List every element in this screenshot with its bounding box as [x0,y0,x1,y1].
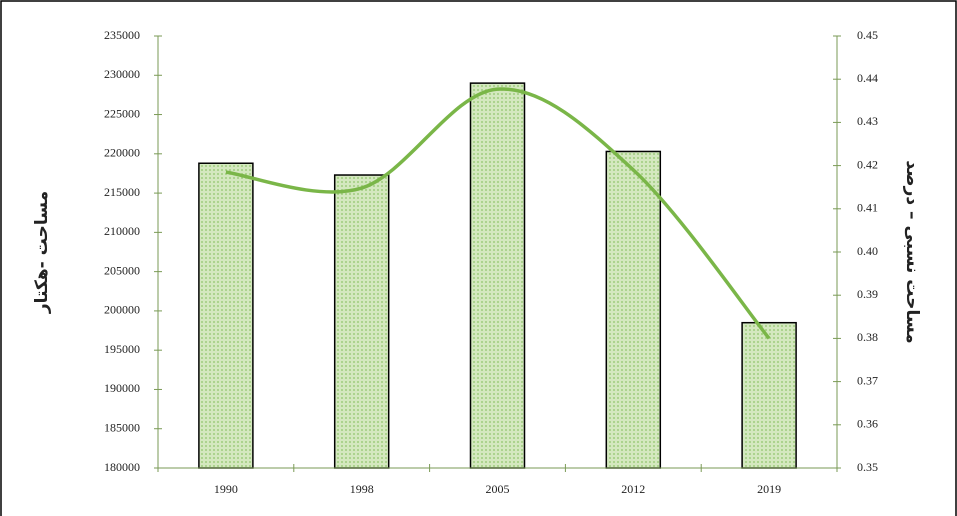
y-tick-label: 190000 [104,381,140,395]
y2-tick-label: 0.39 [857,287,878,301]
bar [198,162,254,469]
y-tick-label: 215000 [104,185,140,199]
y-tick-label: 210000 [104,224,140,238]
y-tick-label: 185000 [104,420,140,434]
x-tick-label: 1990 [214,482,238,496]
line [225,87,771,340]
x-tick-label: 1998 [350,482,374,496]
x-tick-label: 2012 [621,482,645,496]
y-tick-label: 230000 [104,67,140,81]
y2-tick-label: 0.35 [857,460,878,474]
y2-tick-label: 0.45 [857,28,878,42]
y2-tick-label: 0.40 [857,244,878,258]
bar [469,82,526,469]
x-tick-label: 2005 [486,482,510,496]
bar [333,174,390,469]
y-axis-label: مساحت -هکتار [32,191,52,314]
x-tick-label: 2019 [757,482,781,496]
y2-axis-label: مساحت نسبی – درصد [902,160,922,343]
y2-tick-label: 0.37 [857,373,878,387]
y-tick-label: 225000 [104,106,140,120]
y2-tick-label: 0.36 [857,417,878,431]
y2-tick-label: 0.43 [857,114,878,128]
y2-tick-label: 0.41 [857,201,878,215]
y2-tick-label: 0.42 [857,157,878,171]
y-tick-label: 200000 [104,303,140,317]
y2-tick-label: 0.44 [857,71,878,85]
bar [605,150,662,469]
bar [741,321,797,469]
y-tick-label: 235000 [104,28,140,42]
y-tick-label: 180000 [104,460,140,474]
y2-tick-label: 0.38 [857,330,878,344]
y-tick-label: 195000 [104,342,140,356]
y-tick-label: 220000 [104,146,140,160]
y-tick-label: 205000 [104,263,140,277]
